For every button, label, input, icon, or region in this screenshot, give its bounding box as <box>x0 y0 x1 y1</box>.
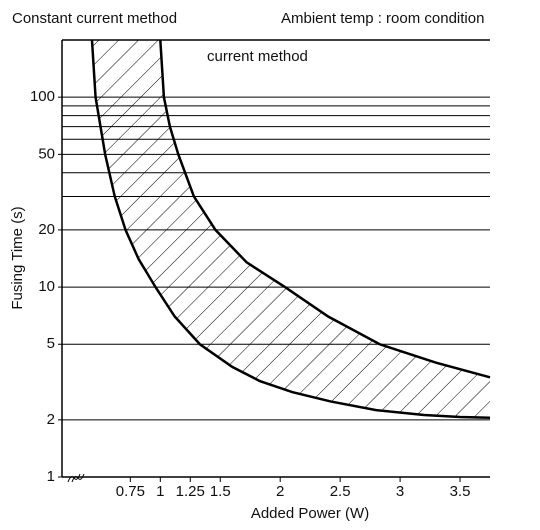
chart-subtitle: Ambient temp : room condition <box>281 10 484 27</box>
curve <box>90 39 491 420</box>
y-tick-label: 100 <box>30 88 55 105</box>
annotation: current method <box>207 48 308 65</box>
y-tick-label: 50 <box>38 145 55 162</box>
y-tick-label: 1 <box>47 468 55 485</box>
axis-break <box>67 473 85 483</box>
y-tick-label: 20 <box>38 221 55 238</box>
x-tick-label: 0.75 <box>116 483 145 500</box>
y-axis-label: Fusing Time (s) <box>9 206 26 309</box>
y-tick-label: 10 <box>38 278 55 295</box>
x-tick-label: 1 <box>156 483 164 500</box>
chart-title: Constant current method <box>12 10 177 27</box>
x-tick-label: 2 <box>276 483 284 500</box>
x-tick-label: 2.5 <box>330 483 351 500</box>
curve <box>159 39 491 379</box>
x-axis-label: Added Power (W) <box>251 505 369 522</box>
y-tick-label: 5 <box>47 335 55 352</box>
hatch-band <box>91 40 491 418</box>
x-tick-label: 3 <box>396 483 404 500</box>
x-tick-label: 1.25 <box>176 483 205 500</box>
x-tick-label: 3.5 <box>450 483 471 500</box>
x-tick-label: 1.5 <box>210 483 231 500</box>
y-tick-label: 2 <box>47 411 55 428</box>
